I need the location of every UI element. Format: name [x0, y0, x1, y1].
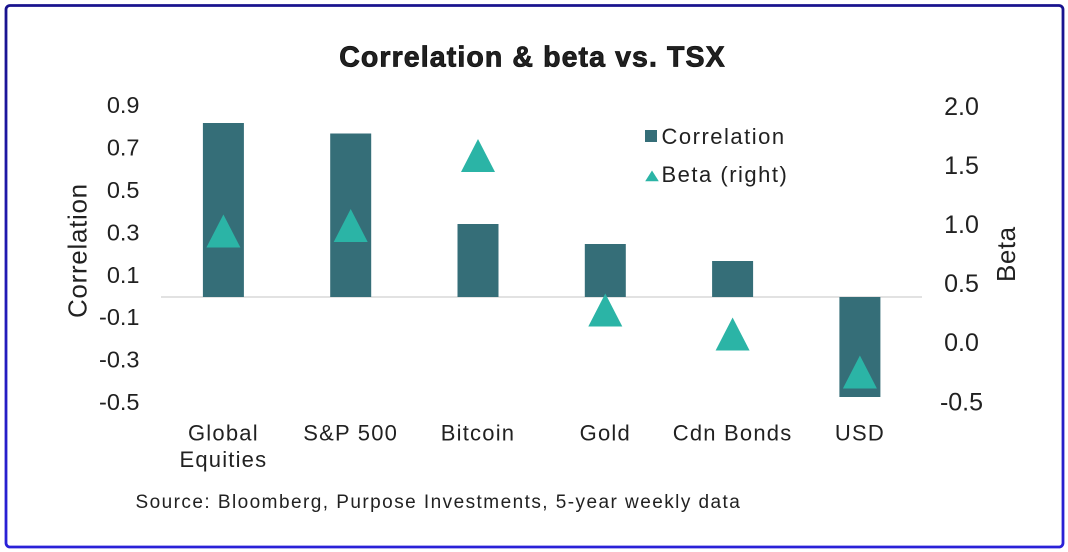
- svg-text:Beta (right): Beta (right): [662, 162, 789, 187]
- svg-text:Global: Global: [188, 421, 259, 446]
- svg-text:1.5: 1.5: [944, 152, 979, 180]
- svg-text:2.0: 2.0: [944, 93, 979, 121]
- svg-text:Bitcoin: Bitcoin: [441, 421, 515, 446]
- svg-text:0.9: 0.9: [107, 92, 140, 118]
- svg-text:0.0: 0.0: [944, 329, 979, 357]
- svg-text:0.3: 0.3: [107, 219, 140, 245]
- svg-text:Source: Bloomberg, Purpose Inv: Source: Bloomberg, Purpose Investments, …: [136, 492, 742, 513]
- svg-text:-0.5: -0.5: [940, 388, 983, 416]
- svg-text:Equities: Equities: [179, 447, 267, 472]
- svg-text:Correlation: Correlation: [662, 124, 786, 149]
- svg-text:0.5: 0.5: [944, 270, 979, 298]
- svg-text:Correlation: Correlation: [63, 183, 93, 318]
- svg-text:Beta: Beta: [991, 226, 1021, 282]
- svg-text:-0.3: -0.3: [99, 347, 140, 373]
- svg-text:Gold: Gold: [580, 421, 631, 446]
- svg-text:Cdn Bonds: Cdn Bonds: [673, 421, 793, 446]
- svg-text:-0.5: -0.5: [99, 389, 140, 415]
- svg-text:-0.1: -0.1: [99, 304, 140, 330]
- svg-text:1.0: 1.0: [944, 211, 979, 239]
- svg-text:S&P 500: S&P 500: [303, 421, 398, 446]
- svg-text:0.5: 0.5: [107, 177, 140, 203]
- svg-text:0.1: 0.1: [107, 262, 140, 288]
- svg-text:USD: USD: [835, 421, 885, 446]
- svg-text:0.7: 0.7: [107, 135, 140, 161]
- svg-text:Correlation & beta vs. TSX: Correlation & beta vs. TSX: [339, 42, 726, 74]
